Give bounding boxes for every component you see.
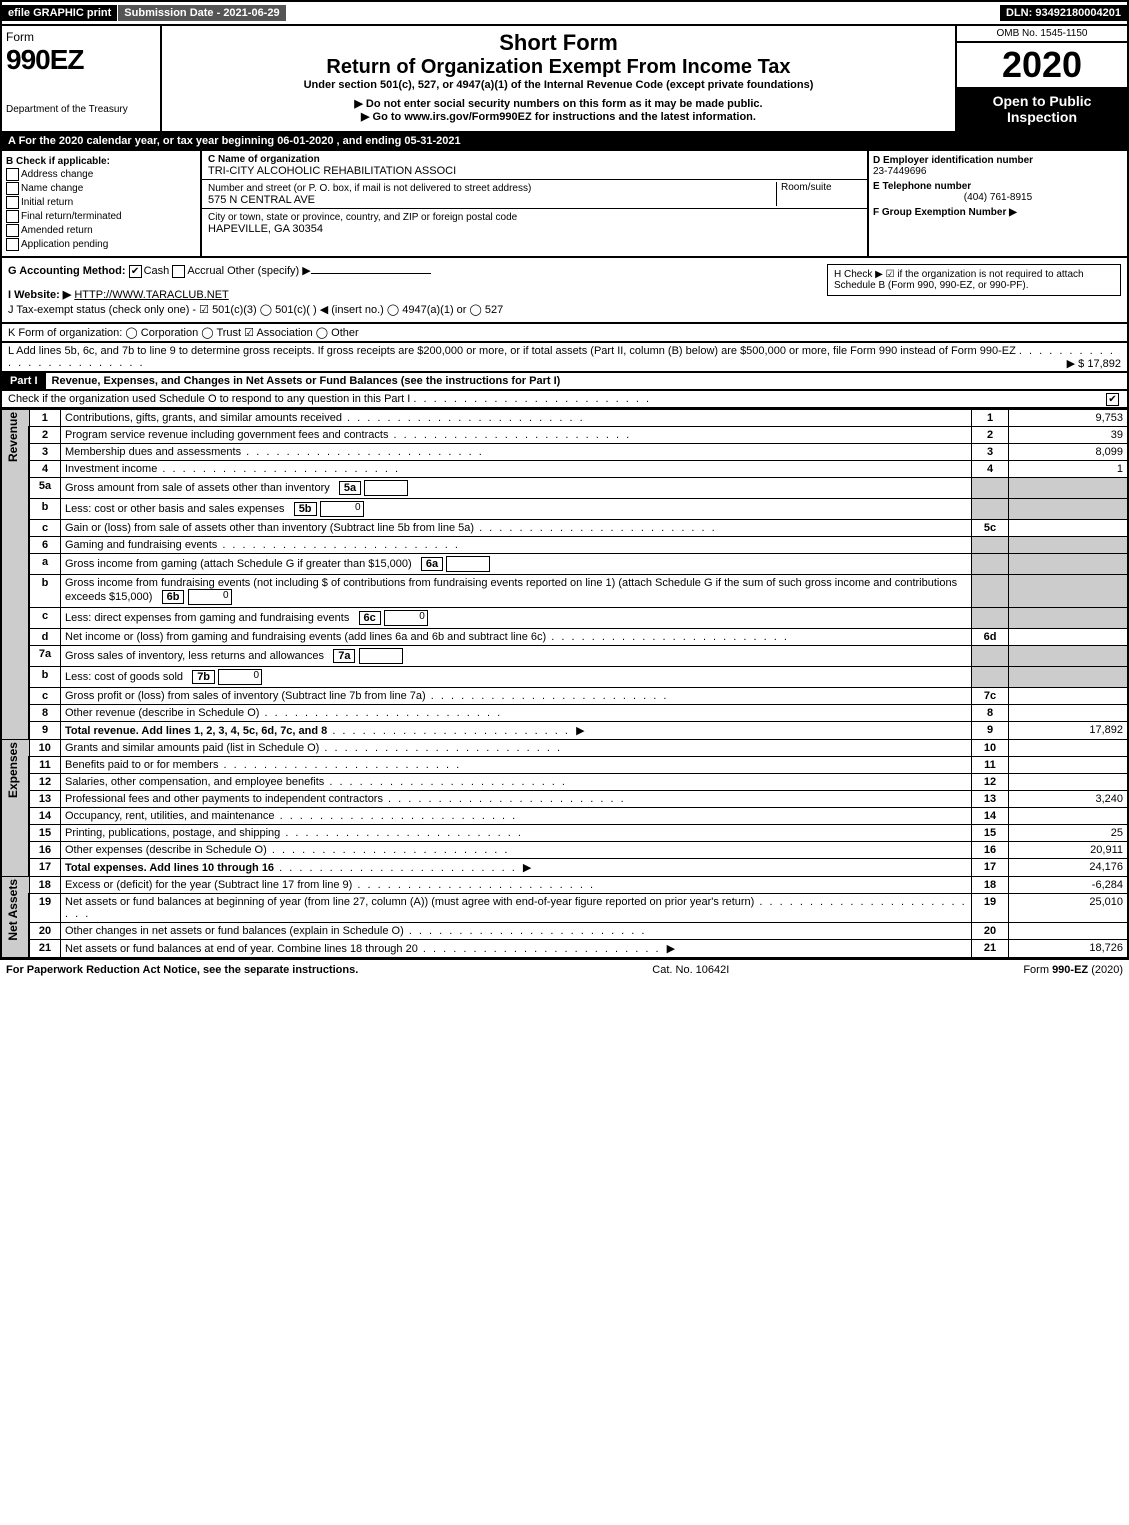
part1-table: Revenue1Contributions, gifts, grants, an… bbox=[0, 409, 1129, 958]
org-name: TRI-CITY ALCOHOLIC REHABILITATION ASSOCI bbox=[208, 165, 456, 177]
form-header: Form 990EZ Department of the Treasury Sh… bbox=[0, 26, 1129, 133]
checkbox-name-change[interactable] bbox=[6, 182, 19, 195]
short-form-title: Short Form bbox=[170, 30, 947, 56]
open-inspection: Open to Public Inspection bbox=[957, 87, 1127, 131]
ssn-warning: ▶ Do not enter social security numbers o… bbox=[170, 97, 947, 110]
goto-link[interactable]: ▶ Go to www.irs.gov/Form990EZ for instru… bbox=[170, 110, 947, 123]
tax-year: 2020 bbox=[957, 43, 1127, 87]
website-value[interactable]: HTTP://WWW.TARACLUB.NET bbox=[74, 289, 228, 301]
street-address: 575 N CENTRAL AVE bbox=[208, 194, 315, 206]
chk-address: Address change bbox=[21, 169, 93, 180]
line-a: A For the 2020 calendar year, or tax yea… bbox=[0, 133, 1129, 151]
room-suite-label: Room/suite bbox=[776, 182, 861, 206]
checkbox-address-change[interactable] bbox=[6, 168, 19, 181]
checkbox-initial-return[interactable] bbox=[6, 196, 19, 209]
checkbox-amended[interactable] bbox=[6, 224, 19, 237]
l-text: L Add lines 5b, 6c, and 7b to line 9 to … bbox=[8, 345, 1016, 357]
part1-check-note: Check if the organization used Schedule … bbox=[8, 393, 410, 405]
g-other: Other (specify) ▶ bbox=[227, 265, 311, 277]
city-state-zip: HAPEVILLE, GA 30354 bbox=[208, 223, 323, 235]
chk-pending: Application pending bbox=[21, 239, 108, 250]
section-b: B Check if applicable: Address change Na… bbox=[0, 151, 1129, 258]
b-check-label: B Check if applicable: bbox=[6, 156, 110, 167]
i-label: I Website: ▶ bbox=[8, 289, 71, 301]
part1-title: Revenue, Expenses, and Changes in Net As… bbox=[52, 375, 561, 387]
phone-value: (404) 761-8915 bbox=[873, 192, 1123, 203]
d-label: D Employer identification number bbox=[873, 155, 1123, 166]
checkbox-schedule-o[interactable] bbox=[1106, 393, 1119, 406]
form-number: 990EZ bbox=[6, 44, 156, 76]
chk-amended: Amended return bbox=[21, 225, 93, 236]
e-label: E Telephone number bbox=[873, 181, 1123, 192]
part1-label: Part I bbox=[2, 373, 46, 389]
page-footer: For Paperwork Reduction Act Notice, see … bbox=[0, 958, 1129, 980]
checkbox-final-return[interactable] bbox=[6, 210, 19, 223]
checkbox-app-pending[interactable] bbox=[6, 238, 19, 251]
return-title: Return of Organization Exempt From Incom… bbox=[170, 56, 947, 79]
footer-right: Form 990-EZ (2020) bbox=[1023, 964, 1123, 976]
ein-value: 23-7449696 bbox=[873, 166, 1123, 177]
chk-name: Name change bbox=[21, 183, 83, 194]
checkbox-accrual[interactable] bbox=[172, 265, 185, 278]
city-label: City or town, state or province, country… bbox=[208, 212, 517, 223]
department-label: Department of the Treasury bbox=[6, 104, 156, 115]
addr-label: Number and street (or P. O. box, if mail… bbox=[208, 183, 531, 194]
l-amount: ▶ $ 17,892 bbox=[1067, 357, 1121, 370]
g-cash: Cash bbox=[144, 265, 170, 277]
chk-final: Final return/terminated bbox=[21, 211, 122, 222]
footer-left: For Paperwork Reduction Act Notice, see … bbox=[6, 964, 358, 976]
g-label: G Accounting Method: bbox=[8, 265, 126, 277]
omb-number: OMB No. 1545-1150 bbox=[957, 26, 1127, 43]
dln-label: DLN: 93492180004201 bbox=[1000, 5, 1127, 21]
chk-initial: Initial return bbox=[21, 197, 73, 208]
submission-date: Submission Date - 2021-06-29 bbox=[117, 5, 286, 21]
j-line: J Tax-exempt status (check only one) - ☑… bbox=[8, 303, 1121, 316]
checkbox-cash[interactable] bbox=[129, 265, 142, 278]
form-word: Form bbox=[6, 30, 156, 44]
c-label: C Name of organization bbox=[208, 154, 320, 165]
h-box: H Check ▶ ☑ if the organization is not r… bbox=[827, 264, 1121, 296]
g-accrual: Accrual bbox=[187, 265, 224, 277]
k-line: K Form of organization: ◯ Corporation ◯ … bbox=[0, 324, 1129, 343]
footer-mid: Cat. No. 10642I bbox=[652, 964, 729, 976]
l-line: L Add lines 5b, 6c, and 7b to line 9 to … bbox=[0, 343, 1129, 373]
section-gji: H Check ▶ ☑ if the organization is not r… bbox=[0, 258, 1129, 324]
f-label: F Group Exemption Number ▶ bbox=[873, 207, 1123, 218]
top-bar: efile GRAPHIC print Submission Date - 20… bbox=[0, 0, 1129, 26]
efile-label[interactable]: efile GRAPHIC print bbox=[2, 5, 117, 21]
subtitle: Under section 501(c), 527, or 4947(a)(1)… bbox=[170, 79, 947, 91]
part1-header: Part I Revenue, Expenses, and Changes in… bbox=[0, 373, 1129, 391]
